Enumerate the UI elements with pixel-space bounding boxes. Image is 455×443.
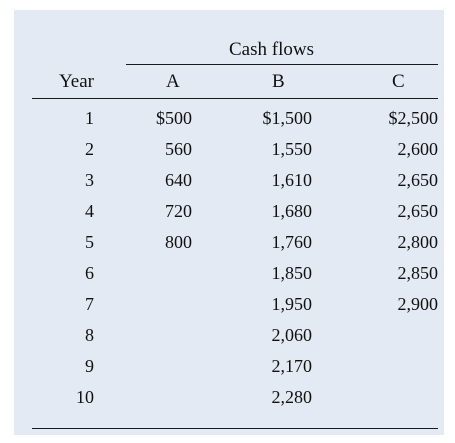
column-header-year: Year [58,71,94,92]
cell-a: 720 [165,201,192,221]
cell-b: 1,950 [271,294,313,314]
column-header-c: C [392,71,405,92]
cell-b: 1,680 [271,201,313,221]
cell-c: 2,650 [397,170,439,190]
cell-year: 6 [85,263,94,283]
cell-c: 2,850 [397,263,439,283]
cell-a: $500 [156,108,192,128]
cell-year: 2 [85,139,94,159]
cell-year: 3 [85,170,94,190]
cell-b: $1,500 [262,108,313,128]
cell-year: 1 [85,108,94,128]
table-bottom-rule [32,428,438,429]
header-bottom-rule [32,98,438,99]
cell-year: 10 [76,387,94,407]
cell-year: 5 [85,232,94,252]
cell-b: 1,550 [271,139,313,159]
cell-c: 2,650 [397,201,439,221]
cell-b: 1,850 [271,263,313,283]
column-header-b: B [272,71,285,92]
cell-year: 8 [85,325,94,345]
cell-c: 2,600 [397,139,439,159]
cell-b: 1,760 [271,232,313,252]
cell-a: 800 [165,232,192,252]
cell-a: 560 [165,139,192,159]
cell-c: 2,800 [397,232,439,252]
cell-year: 4 [85,201,94,221]
cell-b: 2,170 [271,356,313,376]
cell-c: 2,900 [397,294,439,314]
cell-b: 2,280 [271,387,313,407]
cell-year: 7 [85,294,94,314]
cell-c: $2,500 [388,108,439,128]
cell-a: 640 [165,170,192,190]
cell-year: 9 [85,356,94,376]
group-header-rule [126,64,438,65]
cell-b: 2,060 [271,325,313,345]
column-header-a: A [166,71,180,92]
cash-flows-table: Cash flows Year A B C 1 $500 $1,500 $2,500 2… [14,10,444,435]
cell-b: 1,610 [271,170,313,190]
cash-flows-group-header: Cash flows [229,39,314,60]
